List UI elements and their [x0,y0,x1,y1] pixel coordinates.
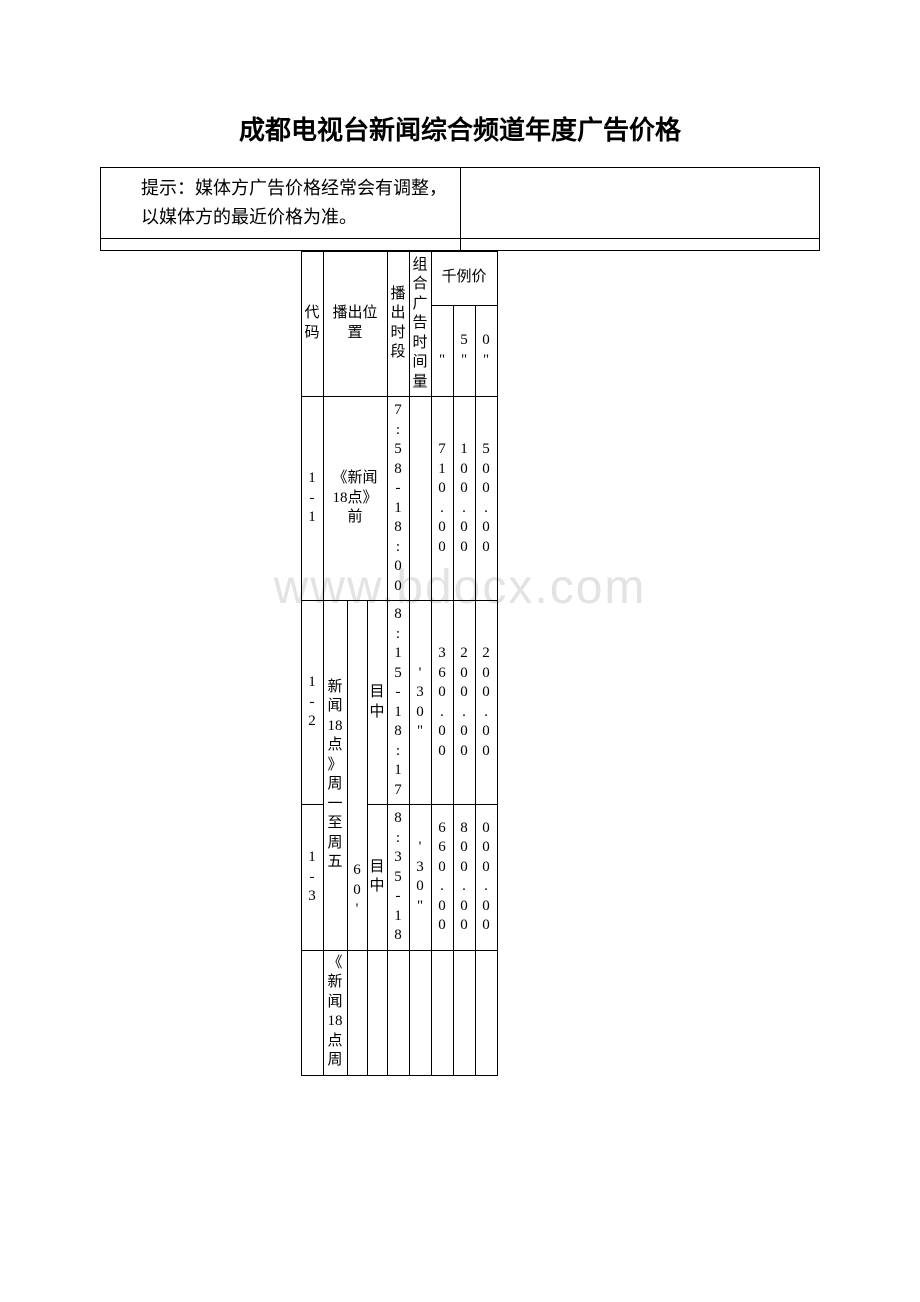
table-row: 1-1 《新闻18点》前 7:58-18:00 710 [301,397,497,601]
p5-cell: 660.00 [431,805,453,951]
spacer-left [101,238,461,250]
position-continuation: 《新闻18点周 [323,950,347,1076]
position-c-cell: 目中 [367,805,387,951]
code-cell: 1-3 [301,805,323,951]
p15-cell: 100.00 [453,397,475,601]
col-rate-header: 千例价 [431,251,497,305]
hint-row: 提示：媒体方广告价格经常会有调整，以媒体方的最近价格为准。 [101,168,820,239]
price-table: 代码 播出位置 播出时段 组合广告时间量 [301,251,498,951]
table-row: 1-2 新闻18点》周一至周五 60' 目中 [301,601,497,805]
position-c-cell: 目中 [367,601,387,805]
col-combo-header: 组合广告时间量 [409,251,431,397]
code-cell: 1-1 [301,397,323,601]
combo-cell: '30" [409,805,431,951]
p30-cell: 000.00 [475,805,497,951]
position-a-cell: 新闻18点》周一至周五 [323,601,347,951]
playtime-cell: 8:15-18:17 [387,601,409,805]
page-title: 成都电视台新闻综合频道年度广告价格 [100,110,820,147]
p30-cell: 500.00 [475,397,497,601]
p5-cell: 360.00 [431,601,453,805]
p15-cell: 800.00 [453,805,475,951]
code-cell: 1-2 [301,601,323,805]
col-position-header: 播出位置 [323,251,387,397]
outer-table: 提示：媒体方广告价格经常会有调整，以媒体方的最近价格为准。 代码 [100,167,820,1076]
empty-cell [460,168,820,239]
col-playtime-header: 播出时段 [387,251,409,397]
header-row-1: 代码 播出位置 播出时段 组合广告时间量 [301,251,497,305]
playtime-cell: 7:58-18:00 [387,397,409,601]
left-pad [101,251,301,1076]
p5-cell: 710.00 [431,397,453,601]
p15-cell: 200.00 [453,601,475,805]
col-5-header: " [431,305,453,396]
p30-cell: 200.00 [475,601,497,805]
position-cell: 《新闻18点》前 [323,397,387,601]
combo-cell [409,397,431,601]
col-30-header: 0" [475,305,497,396]
col-code-header: 代码 [301,251,323,397]
right-pad [620,251,820,1076]
content-row: 代码 播出位置 播出时段 组合广告时间量 [101,250,820,1076]
hint-cell: 提示：媒体方广告价格经常会有调整，以媒体方的最近价格为准。 [101,168,461,239]
combo-cell: '30" [409,601,431,805]
position-b-cell: 60' [347,601,367,951]
spacer-row [101,238,820,250]
playtime-cell: 8:35-18 [387,805,409,951]
spacer-right [460,238,820,250]
col-15-header: 5" [453,305,475,396]
